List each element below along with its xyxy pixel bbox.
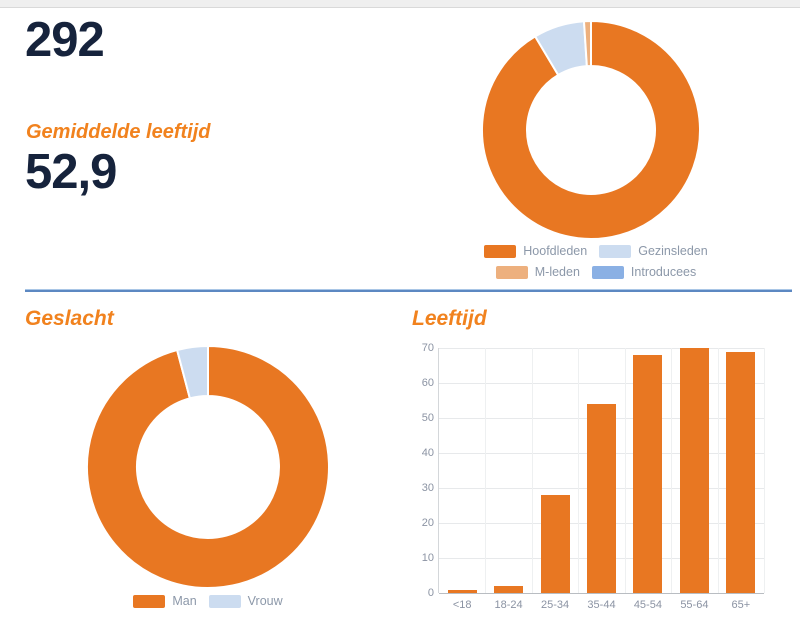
legend-swatch-vrouw [208, 594, 241, 608]
y-axis-label-50: 50 [421, 412, 434, 424]
donut-slice-hoofdleden[interactable] [480, 20, 701, 240]
gender-chart-title: Geslacht [25, 307, 114, 330]
age-bar-chart[interactable]: 0 10 20 30 40 50 60 70 <18 18-24 25-34 35-44 45-54 55… [412, 339, 772, 619]
legend-item-m-leden[interactable]: M-leden [495, 265, 580, 279]
age-bar-65[interactable] [726, 351, 756, 593]
donut-slice-vrouw[interactable] [176, 345, 209, 400]
total-members-value: 292 [25, 13, 105, 67]
legend-swatch-introducees [591, 265, 624, 279]
legend-swatch-m-leden [495, 265, 528, 279]
age-bar-18-24[interactable] [494, 586, 524, 593]
y-axis-label-60: 60 [421, 377, 434, 389]
y-axis-label-40: 40 [421, 447, 434, 459]
x-axis-label-65: 65+ [731, 599, 751, 611]
top-divider-strip [0, 0, 800, 8]
legend-item-man[interactable]: Man [133, 594, 197, 608]
gridline-x-1 [485, 348, 487, 593]
members-donut-legend: Hoofdleden Gezinsleden M-leden Introducees [438, 244, 754, 279]
legend-label-man: Man [172, 594, 197, 608]
legend-label-introducees: Introducees [630, 265, 697, 279]
y-axis-label-0: 0 [427, 587, 434, 599]
x-axis-label-35-44: 35-44 [587, 599, 616, 611]
y-axis-label-20: 20 [421, 517, 434, 529]
donut-slice-m-leden[interactable] [582, 20, 592, 68]
gridline-y-60 [439, 383, 764, 384]
legend-label-gezinsleden: Gezinsleden [638, 244, 708, 258]
gridline-x-4 [624, 348, 626, 593]
legend-item-introducees[interactable]: Introducees [591, 265, 697, 279]
section-divider [25, 289, 792, 292]
legend-swatch-gezinsleden [599, 244, 632, 258]
x-axis-label-18: <18 [452, 599, 472, 611]
age-chart-title: Leeftijd [412, 307, 487, 330]
gridline-y-70 [439, 348, 764, 349]
age-bar-25-34[interactable] [540, 495, 570, 593]
gender-donut-legend: Man Vrouw [85, 594, 331, 608]
legend-item-hoofdleden[interactable]: Hoofdleden [484, 244, 587, 258]
x-axis-label-45-54: 45-54 [633, 599, 662, 611]
x-axis-label-55-64: 55-64 [680, 599, 709, 611]
members-donut-chart[interactable] [480, 19, 702, 241]
y-axis-label-70: 70 [421, 342, 434, 354]
legend-item-vrouw[interactable]: Vrouw [208, 594, 283, 608]
legend-label-vrouw: Vrouw [247, 594, 283, 608]
gridline-x-2 [531, 348, 533, 593]
gridline-y-0 [439, 593, 764, 594]
legend-item-gezinsleden[interactable]: Gezinsleden [599, 244, 708, 258]
gender-donut-chart[interactable] [85, 344, 331, 590]
age-bar-55-64[interactable] [679, 348, 709, 593]
legend-swatch-man [133, 594, 166, 608]
age-chart-plot-area: 0 10 20 30 40 50 60 70 <18 18-24 25-34 35-44 45-54 55… [422, 342, 765, 611]
gridline-x-7 [764, 348, 765, 593]
gridline-x-6 [717, 348, 719, 593]
legend-label-m-leden: M-leden [534, 265, 580, 279]
x-axis-label-18-24: 18-24 [494, 599, 523, 611]
average-age-label: Gemiddelde leeftijd [26, 121, 211, 143]
donut-slice-man[interactable] [86, 345, 330, 589]
x-axis-label-25-34: 25-34 [541, 599, 570, 611]
age-bar-18[interactable] [447, 589, 477, 593]
age-bar-45-54[interactable] [633, 355, 663, 593]
average-age-value: 52,9 [25, 145, 117, 199]
y-axis-label-10: 10 [421, 552, 434, 564]
gridline-x-5 [671, 348, 673, 593]
gridline-x-3 [578, 348, 580, 593]
y-axis-label-30: 30 [421, 482, 434, 494]
age-bar-35-44[interactable] [587, 404, 616, 593]
legend-swatch-hoofdleden [484, 244, 517, 258]
legend-label-hoofdleden: Hoofdleden [523, 244, 588, 258]
